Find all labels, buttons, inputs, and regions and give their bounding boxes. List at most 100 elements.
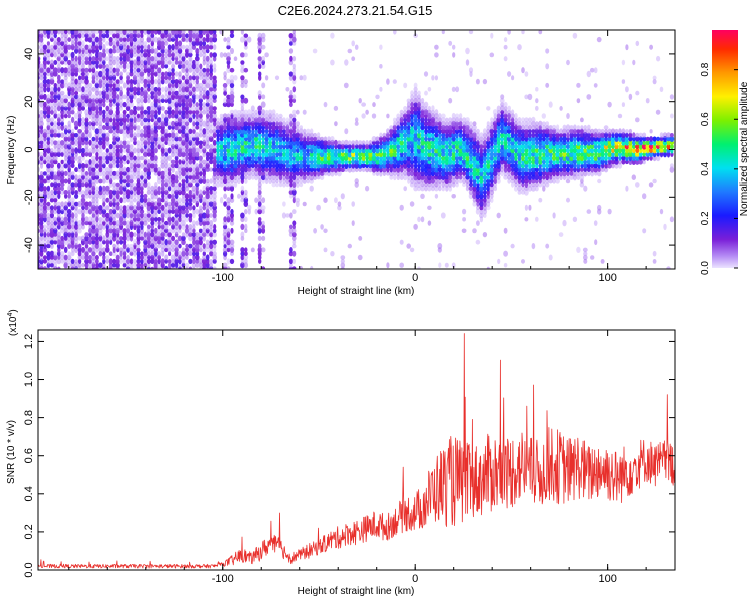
- heatmap-cell: [243, 189, 248, 196]
- heatmap-cell: [258, 217, 262, 222]
- heatmap-cell: [177, 48, 183, 54]
- heatmap-cell: [541, 113, 546, 119]
- heatmap-cell: [132, 182, 138, 188]
- heatmap-cell: [87, 33, 93, 39]
- heatmap-cell: [49, 78, 55, 85]
- heatmap-cell: [440, 113, 446, 119]
- heatmap-cell: [50, 189, 54, 196]
- heatmap-cell: [70, 163, 75, 169]
- heatmap-cell: [67, 51, 72, 58]
- heatmap-cell: [199, 63, 203, 70]
- heatmap-cell: [49, 255, 55, 260]
- heatmap-cell: [354, 178, 359, 184]
- heatmap-cell: [101, 159, 107, 165]
- heatmap-cell: [105, 170, 110, 177]
- heatmap-cell: [195, 236, 200, 241]
- heatmap-cell: [80, 201, 86, 207]
- heatmap-cell: [108, 170, 113, 177]
- heatmap-cell: [174, 48, 179, 54]
- heatmap-cell: [167, 216, 172, 222]
- heatmap-cell: [60, 163, 64, 169]
- heatmap-cell: [188, 159, 193, 165]
- heatmap-cell: [195, 102, 199, 108]
- heatmap-cell: [88, 174, 92, 181]
- heatmap-cell: [39, 71, 44, 77]
- heatmap-cell: [576, 125, 581, 130]
- heatmap-cell: [358, 98, 362, 104]
- heatmap-cell: [379, 132, 383, 138]
- heatmap-cell: [56, 201, 62, 207]
- heatmap-cell: [84, 177, 89, 185]
- heatmap-cell: [101, 213, 106, 218]
- heatmap-cell: [164, 75, 169, 81]
- heatmap-cell: [230, 47, 234, 55]
- heatmap-cell: [70, 228, 75, 234]
- heatmap-cell: [108, 197, 113, 203]
- heatmap-cell: [77, 247, 82, 253]
- heatmap-cell: [105, 64, 110, 69]
- heatmap-cell: [46, 30, 51, 35]
- heatmap-cell: [63, 55, 68, 62]
- heatmap-cell: [84, 71, 89, 77]
- heatmap-cell: [46, 136, 51, 142]
- heatmap-cell: [143, 231, 147, 238]
- heatmap-cell: [101, 155, 107, 161]
- heatmap-cell: [160, 63, 165, 69]
- heatmap-cell: [143, 174, 148, 180]
- heatmap-cell: [167, 262, 172, 268]
- heatmap-cell: [80, 197, 86, 203]
- heatmap-cell: [98, 30, 103, 35]
- heatmap-cell: [209, 132, 214, 138]
- heatmap-cell: [143, 159, 148, 165]
- heatmap-cell: [67, 136, 72, 142]
- heatmap-cell: [337, 201, 342, 207]
- heatmap-cell: [56, 44, 61, 50]
- heatmap-cell: [77, 44, 82, 50]
- heatmap-cell: [188, 98, 193, 104]
- heatmap-cell: [94, 128, 100, 135]
- heatmap-cell: [160, 236, 165, 241]
- heatmap-cell: [46, 193, 51, 200]
- heatmap-cell: [101, 33, 107, 39]
- heatmap-cell: [195, 239, 200, 245]
- heatmap-cell: [122, 94, 127, 100]
- heatmap-cell: [125, 47, 131, 55]
- heatmap-cell: [49, 205, 54, 211]
- heatmap-cell: [199, 109, 203, 115]
- heatmap-cell: [80, 75, 86, 81]
- heatmap-cell: [202, 67, 207, 73]
- heatmap-cell: [153, 132, 159, 138]
- heatmap-cell: [139, 209, 145, 214]
- heatmap-cell: [167, 209, 172, 214]
- heatmap-cell: [244, 216, 248, 223]
- heatmap-cell: [59, 102, 65, 108]
- heatmap-cell: [150, 30, 155, 35]
- heatmap-cell: [122, 109, 127, 115]
- heatmap-cell: [205, 212, 210, 219]
- heatmap-cell: [126, 170, 130, 176]
- heatmap-cell: [95, 208, 99, 215]
- heatmap-cell: [122, 101, 127, 108]
- heatmap-cell: [282, 117, 286, 123]
- heatmap-cell: [136, 152, 141, 157]
- heatmap-cell: [81, 151, 85, 158]
- heatmap-cell: [150, 74, 154, 81]
- heatmap-cell: [122, 63, 127, 69]
- heatmap-cell: [206, 67, 210, 73]
- heatmap-cell: [361, 140, 366, 146]
- heatmap-cell: [67, 44, 72, 50]
- heatmap-cell: [136, 125, 141, 130]
- heatmap-cells: [38, 30, 675, 269]
- heatmap-cell: [157, 30, 162, 35]
- heatmap-cell: [67, 37, 72, 42]
- heatmap-cell: [105, 136, 110, 142]
- heatmap-cell: [157, 143, 161, 150]
- heatmap-cell: [164, 178, 169, 184]
- heatmap-cell: [188, 136, 193, 142]
- heatmap-cell: [171, 247, 176, 253]
- heatmap-cell: [181, 64, 186, 69]
- heatmap-cell: [91, 213, 96, 218]
- heatmap-cell: [63, 259, 68, 264]
- heatmap-cell: [129, 135, 134, 143]
- heatmap-cell: [53, 147, 57, 154]
